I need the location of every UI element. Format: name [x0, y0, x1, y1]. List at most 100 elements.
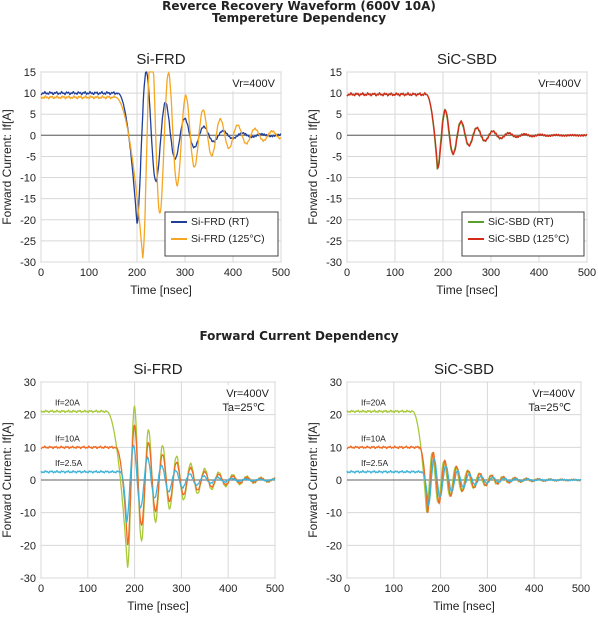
- series-line-2: [40, 71, 282, 259]
- y-tick-label: -10: [20, 508, 36, 520]
- y-tick-label: -30: [326, 573, 342, 585]
- annotation-ta: Ta=25℃: [222, 402, 265, 414]
- legend-box: [461, 211, 585, 257]
- y-tick-label: -30: [20, 257, 36, 269]
- y-tick-label: 0: [336, 130, 342, 142]
- chart-title: SiC-SBD: [437, 51, 497, 68]
- chart-title: Si-FRD: [136, 51, 185, 68]
- x-tick-label: 500: [572, 583, 590, 595]
- series-label: If=20A: [361, 397, 386, 407]
- x-axis-label: Time [nsec]: [130, 283, 192, 297]
- chart-4: 0 100 200 300 400 5003020100-10-20-30SiC-SBDT…: [306, 361, 590, 613]
- chart-title: SiC-SBD: [434, 361, 494, 378]
- x-tick-label: 400: [224, 267, 242, 279]
- y-tick-label: 10: [24, 442, 36, 454]
- y-tick-label: -10: [20, 173, 36, 185]
- annotation-vr: Vr=400V: [538, 78, 581, 90]
- y-tick-label: 15: [24, 67, 36, 79]
- annotation-vr: Vr=400V: [226, 388, 269, 400]
- y-tick-label: -20: [326, 540, 342, 552]
- y-tick-label: 30: [24, 377, 36, 389]
- x-tick-label: 300: [478, 583, 496, 595]
- x-tick-label: 0: [344, 267, 350, 279]
- series-label: If=10A: [55, 433, 80, 443]
- annotation-bg: [517, 385, 578, 401]
- section-title-forward-current: Forward Current Dependency: [199, 329, 399, 343]
- annotation-vr: Vr=400V: [232, 78, 275, 90]
- y-tick-label: 30: [330, 377, 342, 389]
- x-tick-label: 500: [272, 267, 290, 279]
- y-tick-label: -20: [20, 540, 36, 552]
- y-axis-label: Forward Current: If[A]: [306, 422, 320, 537]
- legend-label: SiC-SBD (125°C): [488, 233, 569, 245]
- x-axis-label: Time [nsec]: [127, 599, 189, 613]
- series-line-3: [346, 457, 582, 507]
- x-tick-label: 300: [172, 583, 190, 595]
- y-tick-label: 20: [330, 410, 342, 422]
- y-tick-label: -30: [326, 257, 342, 269]
- x-tick-label: 200: [434, 267, 452, 279]
- series-label: If=10A: [361, 433, 386, 443]
- series-label: If=2.5A: [55, 458, 83, 468]
- y-tick-label: -20: [326, 215, 342, 227]
- y-tick-label: -10: [326, 508, 342, 520]
- chart-2: 0 100 200 300 400 500 15 10 5 0 -5 -10 -15 -20 -25 -30 S…: [306, 51, 596, 297]
- x-tick-label: 100: [385, 583, 403, 595]
- x-tick-label: 500: [578, 267, 596, 279]
- annotation-bg: [217, 75, 278, 91]
- y-tick-label: -5: [332, 151, 342, 163]
- x-axis-label: Time [nsec]: [433, 599, 495, 613]
- x-tick-label: 200: [125, 583, 143, 595]
- x-tick-label: 300: [482, 267, 500, 279]
- x-tick-label: 300: [176, 267, 194, 279]
- main-title-line2: Tempereture Dependency: [211, 11, 387, 25]
- y-tick-label: -10: [326, 173, 342, 185]
- x-tick-label: 200: [431, 583, 449, 595]
- main-title-line1: Reverce Recovery Waveform (600V 10A): [162, 0, 436, 13]
- legend-label: Si-FRD (RT): [191, 216, 249, 228]
- chart-title: Si-FRD: [133, 361, 182, 378]
- y-tick-label: 10: [330, 88, 342, 100]
- y-tick-label: 20: [24, 410, 36, 422]
- y-tick-label: -25: [20, 236, 36, 248]
- series-line-2: [346, 91, 588, 169]
- y-tick-label: -30: [20, 573, 36, 585]
- x-tick-label: 400: [530, 267, 548, 279]
- y-axis-label: Forward Current: If[A]: [0, 422, 14, 537]
- x-tick-label: 400: [219, 583, 237, 595]
- legend-box: [164, 211, 279, 257]
- series-line-3: [40, 444, 276, 523]
- y-tick-label: 0: [30, 475, 36, 487]
- y-tick-label: 10: [330, 442, 342, 454]
- y-tick-label: -5: [26, 151, 36, 163]
- x-tick-label: 0: [344, 583, 350, 595]
- series-line-2: [40, 424, 276, 546]
- y-tick-label: 0: [30, 130, 36, 142]
- annotation-vr: Vr=400V: [532, 388, 575, 400]
- y-tick-label: 15: [330, 67, 342, 79]
- series-label: If=20A: [55, 397, 80, 407]
- y-tick-label: 0: [336, 475, 342, 487]
- y-axis-label: Forward Current: If[A]: [0, 109, 14, 224]
- y-tick-label: -20: [20, 215, 36, 227]
- x-tick-label: 200: [128, 267, 146, 279]
- x-tick-label: 0: [38, 583, 44, 595]
- annotation-bg: [211, 385, 272, 401]
- annotation-bg: [523, 75, 584, 91]
- y-tick-label: -25: [326, 236, 342, 248]
- x-tick-label: 400: [525, 583, 543, 595]
- y-tick-label: 5: [30, 109, 36, 121]
- y-axis-label: Forward Current: If[A]: [306, 109, 320, 224]
- legend-label: Si-FRD (125°C): [191, 233, 265, 245]
- chart-3: 0 100 200 300 400 5003020100-10-20-30Si-FRDTi…: [0, 361, 284, 613]
- annotation-ta: Ta=25℃: [528, 402, 571, 414]
- legend-label: SiC-SBD (RT): [488, 216, 554, 228]
- x-tick-label: 100: [79, 583, 97, 595]
- series-label: If=2.5A: [361, 458, 389, 468]
- x-tick-label: 0: [38, 267, 44, 279]
- chart-1: 0 100 200 300 400 500 15 10 5 0 -5 -10 -15 -20 -25 -30 S…: [0, 51, 290, 297]
- y-tick-label: -15: [20, 194, 36, 206]
- x-tick-label: 500: [266, 583, 284, 595]
- x-axis-label: Time [nsec]: [436, 283, 498, 297]
